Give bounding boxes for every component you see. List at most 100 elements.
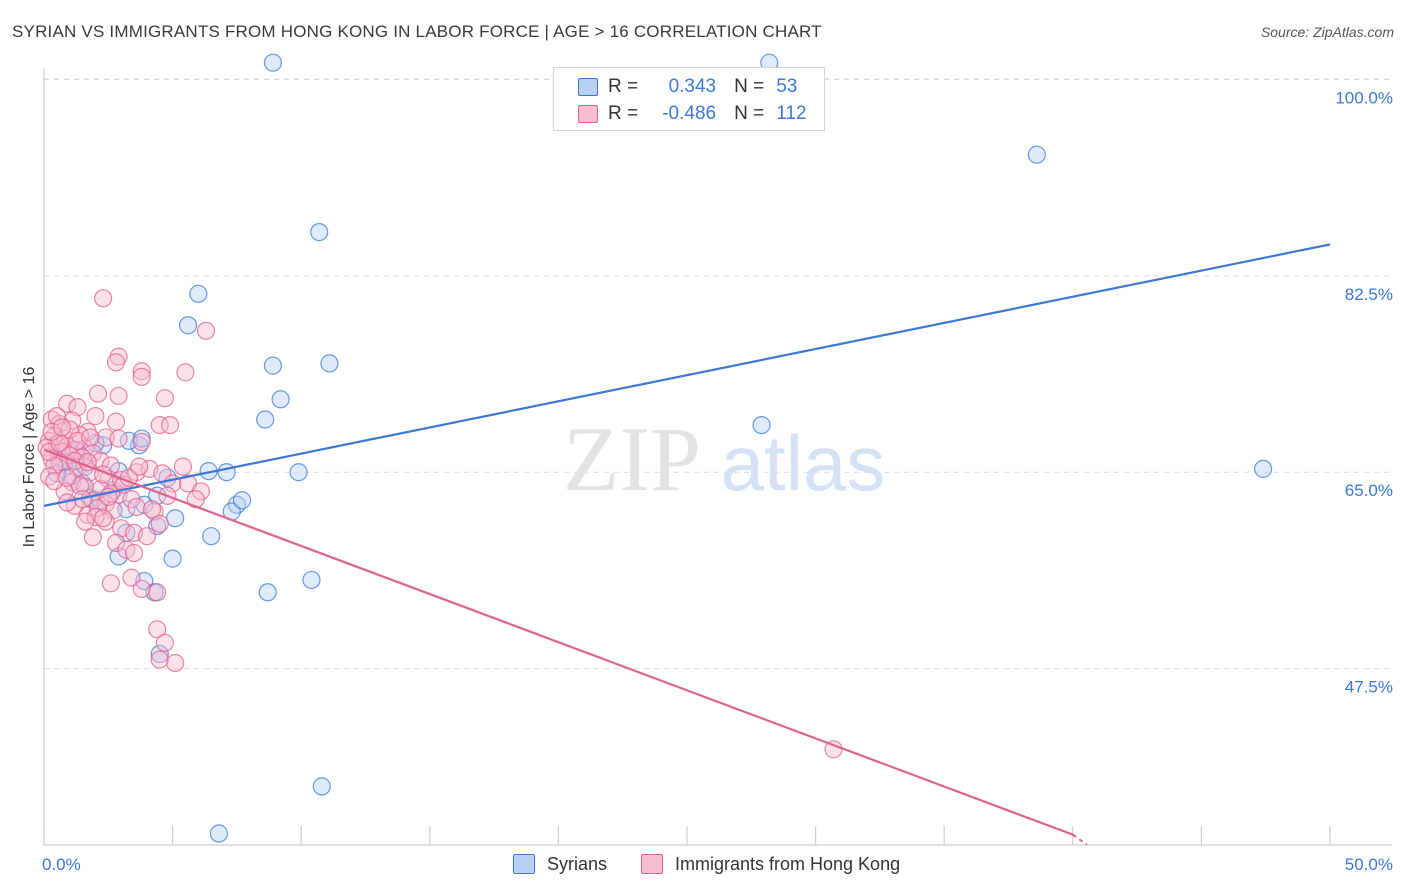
hong-kong-point <box>196 321 216 340</box>
hong-kong-point <box>76 512 95 531</box>
syrians-point <box>232 491 252 510</box>
hong-kong-point <box>101 574 120 593</box>
y-tick-label: 47.5% <box>1345 678 1393 697</box>
legend-r-value: 0.343 <box>668 76 717 97</box>
grid-lines <box>44 78 1392 670</box>
hong-kong-point <box>173 457 192 476</box>
hong-kong-point <box>142 500 162 519</box>
syrians-point <box>217 463 236 482</box>
hong-kong-trend-line <box>43 448 1074 836</box>
syrians-point <box>189 284 208 303</box>
legend: R = 0.343 N = 53 R = -0.486 N = 112 <box>553 67 825 131</box>
hong-kong-point <box>58 468 77 487</box>
syrians-point <box>320 354 339 373</box>
source-label: Source: ZipAtlas.com <box>1260 24 1394 40</box>
hong-kong-point <box>122 568 141 587</box>
watermark-atlas: atlas <box>721 419 886 507</box>
legend-r-value: -0.486 <box>662 103 717 124</box>
syrians-point <box>271 390 290 409</box>
hong-kong-point <box>106 533 126 553</box>
legend-row-syrians: R = 0.343 N = 53 <box>578 75 797 99</box>
hong-kong-point <box>155 389 174 408</box>
hong-kong-point <box>86 508 105 527</box>
bottom-legend-label: Immigrants from Hong Kong <box>675 853 901 874</box>
legend-r-label: R = <box>608 76 639 97</box>
legend-n-value: 112 <box>776 103 807 124</box>
syrians-point <box>1027 145 1046 164</box>
hong-kong-point <box>86 407 105 426</box>
syrians-point <box>178 316 198 335</box>
legend-swatch-pink <box>578 105 598 123</box>
hong-kong-point <box>150 415 169 435</box>
syrians-point <box>163 549 182 568</box>
syrians-point <box>752 415 771 435</box>
syrians-point <box>109 547 128 566</box>
syrians-point <box>312 777 331 796</box>
syrians-point <box>310 223 329 242</box>
syrians-point <box>263 53 283 72</box>
y-tick-label: 82.5% <box>1345 285 1393 304</box>
hong-kong-point <box>91 451 110 471</box>
hong-kong-points <box>37 289 843 759</box>
legend-swatch-blue <box>578 78 598 96</box>
hong-kong-point <box>137 527 156 546</box>
hong-kong-point <box>109 386 128 406</box>
watermark: ZIP atlas <box>563 408 885 510</box>
hong-kong-point <box>96 512 115 531</box>
hong-kong-point <box>83 444 102 463</box>
syrians-point <box>166 509 185 528</box>
legend-n-label: N = <box>734 103 765 124</box>
syrians-point <box>258 583 277 602</box>
syrians-point <box>289 463 308 482</box>
legend-n-label: N = <box>734 76 765 97</box>
syrians-point <box>302 570 321 590</box>
hong-kong-point <box>52 418 72 437</box>
hong-kong-point <box>106 353 126 372</box>
legend-r-label: R = <box>608 103 639 124</box>
hong-kong-point <box>109 429 128 448</box>
y-tick-label: 100.0% <box>1335 89 1393 108</box>
hong-kong-point <box>148 620 167 639</box>
chart-title: SYRIAN VS IMMIGRANTS FROM HONG KONG IN L… <box>12 22 822 41</box>
hong-kong-point <box>127 497 146 517</box>
hong-kong-trend-extension <box>1072 833 1088 846</box>
hong-kong-point <box>130 457 149 476</box>
hong-kong-point <box>96 428 115 447</box>
y-tick-label: 65.0% <box>1345 481 1393 500</box>
syrians-point <box>209 824 228 843</box>
hong-kong-point <box>81 428 100 447</box>
hong-kong-point <box>88 384 108 403</box>
watermark-zip: ZIP <box>563 408 701 510</box>
hong-kong-point <box>58 394 77 413</box>
syrians-trend-line <box>43 243 1331 507</box>
hong-kong-point <box>132 579 151 599</box>
x-tick-label: 50.0% <box>1345 855 1393 874</box>
hong-kong-point <box>106 412 126 431</box>
bottom-legend-swatch-pink <box>641 854 663 874</box>
syrians-point <box>1254 459 1273 478</box>
syrians-point <box>263 356 283 375</box>
hong-kong-point <box>132 367 151 386</box>
bottom-legend-swatch-blue <box>513 854 535 874</box>
tick-labels: 47.5% 65.0% 82.5% 100.0% 0.0% 50.0% <box>42 89 1393 875</box>
hong-kong-point <box>160 415 180 435</box>
x-tick-label: 0.0% <box>42 855 81 874</box>
hong-kong-point <box>94 289 113 308</box>
trend-lines <box>43 243 1331 846</box>
hong-kong-point <box>176 363 195 382</box>
bottom-legend-hong-kong: Immigrants from Hong Kong <box>641 852 900 876</box>
legend-row-hong-kong: R = -0.486 N = 112 <box>578 102 807 126</box>
syrians-point <box>256 410 275 429</box>
y-axis-label: In Labor Force | Age > 16 <box>21 366 38 548</box>
hong-kong-point <box>94 509 113 528</box>
hong-kong-point <box>124 543 144 563</box>
syrians-point <box>150 644 169 664</box>
hong-kong-point <box>68 398 87 417</box>
syrians-point <box>202 527 221 546</box>
hong-kong-point <box>150 514 169 533</box>
hong-kong-point <box>132 432 151 452</box>
hong-kong-point <box>148 583 167 602</box>
bottom-legend-label: Syrians <box>547 853 608 874</box>
hong-kong-point <box>155 633 174 652</box>
